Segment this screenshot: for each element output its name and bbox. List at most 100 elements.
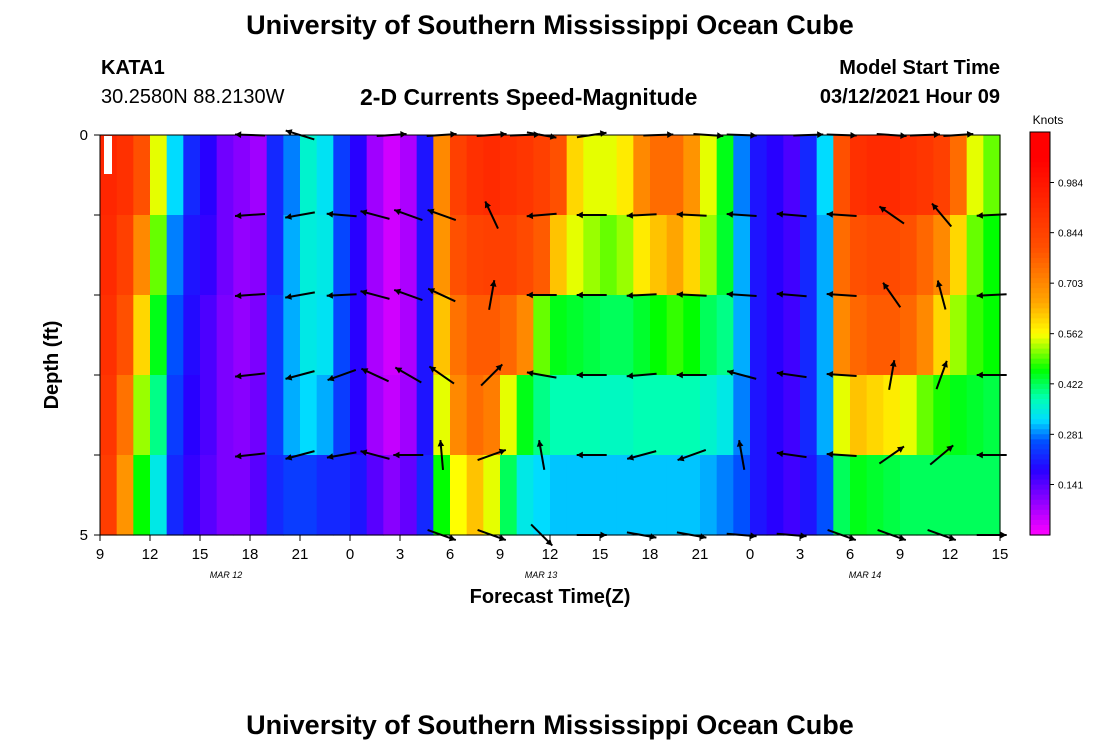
heat-cell: [483, 295, 501, 376]
colorbar-segment: [1030, 469, 1050, 476]
colorbar-segment: [1030, 383, 1050, 390]
y-tick-label: 5: [80, 527, 88, 544]
heat-cell: [916, 455, 934, 536]
heat-cell: [800, 455, 818, 536]
current-vector: [927, 528, 957, 542]
x-tick-label: 15: [992, 546, 1009, 563]
heat-cell: [883, 135, 901, 216]
heat-cell: [350, 295, 368, 376]
colorbar-segment: [1030, 283, 1050, 289]
current-vector: [826, 451, 857, 458]
x-tick-label: 9: [96, 546, 104, 563]
colorbar-tick-label: 0.703: [1058, 279, 1083, 290]
heat-cell: [850, 135, 868, 216]
current-vector: [976, 451, 1007, 459]
current-vector: [793, 131, 824, 138]
heat-cell: [316, 215, 334, 296]
x-tick-label: 15: [592, 546, 609, 563]
heat-cell: [900, 375, 918, 456]
current-vector: [360, 367, 390, 383]
heat-cell: [716, 455, 734, 536]
colorbar-segment: [1030, 313, 1050, 319]
heat-cell: [833, 295, 851, 376]
heat-cell: [750, 135, 768, 216]
colorbar-segment: [1030, 182, 1050, 189]
heat-cell: [450, 455, 468, 536]
colorbar-segment: [1030, 202, 1050, 209]
current-vector: [234, 372, 266, 380]
heat-cell: [983, 295, 1001, 376]
heat-cell: [300, 135, 318, 216]
current-vector: [285, 450, 315, 461]
colorbar-tick-label: 0.984: [1058, 179, 1083, 190]
heat-cell: [666, 135, 684, 216]
heat-cell: [700, 295, 718, 376]
colorbar-segment: [1030, 459, 1050, 466]
heat-cell: [566, 215, 584, 296]
current-vector: [826, 132, 857, 139]
heat-cell: [633, 375, 651, 456]
heat-cell: [500, 375, 518, 456]
colorbar-tick-label: 0.562: [1058, 330, 1083, 341]
heat-cell: [133, 215, 151, 296]
current-vector: [480, 363, 504, 387]
current-vector: [530, 523, 554, 547]
current-vector: [376, 131, 407, 138]
heat-cell: [216, 135, 234, 216]
colorbar-segment: [1030, 454, 1050, 461]
heat-cell: [583, 295, 601, 376]
x-tick-label: 12: [542, 546, 559, 563]
colorbar-segment: [1030, 353, 1050, 360]
heat-cell: [816, 455, 834, 536]
heat-cell: [133, 135, 151, 216]
heat-cell: [400, 135, 418, 216]
heat-cell: [766, 375, 784, 456]
heat-cell: [150, 455, 168, 536]
current-vector: [643, 131, 674, 138]
colorbar-segment: [1030, 529, 1050, 536]
heat-cell: [716, 295, 734, 376]
heat-cell: [366, 455, 384, 536]
current-vector: [484, 200, 499, 230]
heat-cell: [133, 295, 151, 376]
heat-cell: [633, 455, 651, 536]
colorbar-segment: [1030, 177, 1050, 183]
current-vector: [234, 452, 266, 460]
current-vector: [877, 528, 907, 542]
current-vector: [626, 531, 657, 540]
current-vectors: [234, 129, 1007, 547]
x-tick-label: 12: [142, 546, 159, 563]
heat-cell: [250, 295, 268, 376]
heat-cell: [900, 135, 918, 216]
colorbar-segment: [1030, 338, 1050, 345]
heat-cell: [383, 375, 401, 456]
current-vector: [888, 360, 897, 390]
colorbar-segment: [1030, 378, 1050, 385]
x-day-label: MAR 13: [525, 570, 558, 580]
colorbar-segment: [1030, 323, 1050, 330]
colorbar-segment: [1030, 142, 1050, 148]
heat-cell: [250, 455, 268, 536]
heat-cell: [666, 375, 684, 456]
heat-cell: [150, 215, 168, 296]
heat-cell: [900, 455, 918, 536]
heat-cell: [316, 455, 334, 536]
heat-cell: [583, 375, 601, 456]
heat-cell: [116, 295, 134, 376]
heat-cell: [500, 295, 518, 376]
heat-cell: [283, 455, 301, 536]
heat-cell: [600, 375, 618, 456]
heat-cell: [900, 215, 918, 296]
current-vector: [676, 291, 707, 298]
current-vector: [882, 282, 902, 308]
colorbar-segment: [1030, 519, 1050, 526]
heat-cell: [683, 215, 701, 296]
heat-cell: [433, 455, 451, 536]
heat-cell: [600, 215, 618, 296]
heat-cell: [983, 455, 1001, 536]
current-vector: [726, 291, 757, 298]
heat-cell: [950, 135, 968, 216]
current-vector: [234, 212, 266, 219]
heat-cell: [416, 375, 434, 456]
current-vector: [929, 444, 954, 466]
